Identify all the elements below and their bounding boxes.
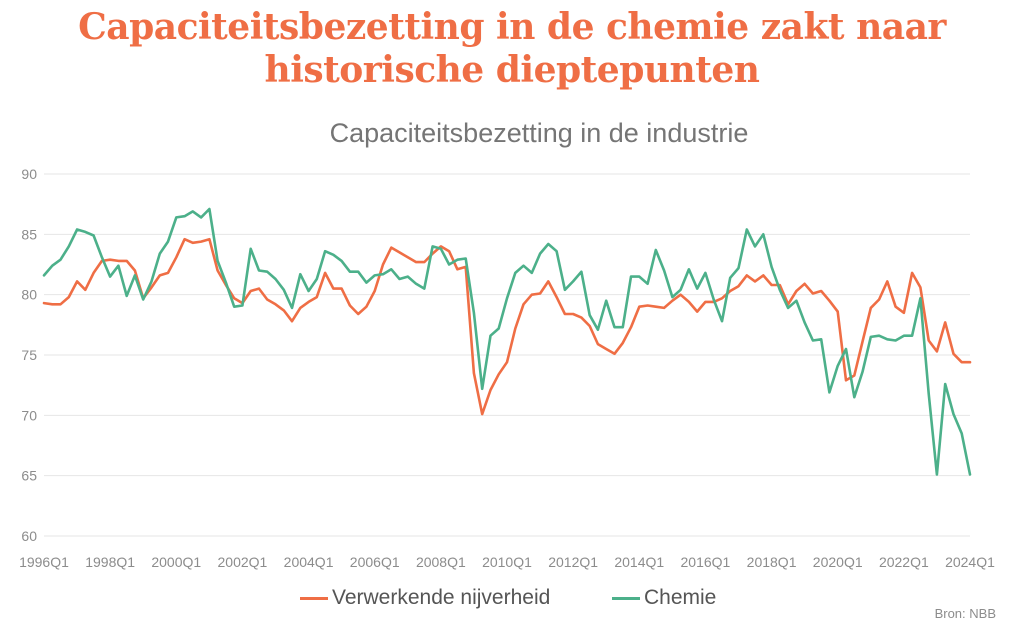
legend-swatch-verwerkende [300,596,328,600]
x-tick-label: 2018Q1 [747,554,797,570]
series-line-verwerkende [42,237,972,416]
y-axis-ticks: 60 65 70 75 80 85 90 [21,166,37,544]
y-tick-label: 85 [21,226,37,242]
x-tick-label: 2008Q1 [416,554,466,570]
legend-item-verwerkende: Verwerkende nijverheid [300,586,550,610]
chart-title: Capaciteitsbezetting in de industrie [329,118,749,148]
x-tick-label: 2000Q1 [151,554,201,570]
y-tick-label: 70 [21,407,37,423]
x-tick-label: 2004Q1 [284,554,334,570]
x-tick-label: 2024Q1 [945,554,995,570]
x-tick-label: 2002Q1 [218,554,268,570]
grid-lines [44,173,970,537]
legend-item-chemie: Chemie [612,586,716,610]
x-tick-label: 2016Q1 [681,554,731,570]
series-lines [42,207,972,476]
y-tick-label: 80 [21,287,37,303]
headline: Capaciteitsbezetting in de chemie zakt n… [78,6,946,91]
legend: Verwerkende nijverheid Chemie [0,586,1024,616]
legend-label-verwerkende: Verwerkende nijverheid [332,586,551,609]
series-line-chemie [42,207,972,476]
y-tick-label: 65 [21,468,37,484]
legend-swatch-chemie [612,596,640,600]
x-tick-label: 2022Q1 [879,554,929,570]
x-tick-label: 2012Q1 [548,554,598,570]
legend-label-chemie: Chemie [644,586,717,609]
y-tick-label: 90 [21,166,37,182]
x-tick-label: 2006Q1 [350,554,400,570]
x-tick-label: 2014Q1 [614,554,664,570]
y-tick-label: 60 [21,528,37,544]
x-tick-label: 2010Q1 [482,554,532,570]
y-tick-label: 75 [21,347,37,363]
x-tick-label: 1998Q1 [85,554,135,570]
x-tick-label: 2020Q1 [813,554,863,570]
x-tick-label: 1996Q1 [19,554,69,570]
source-note: Bron: NBB [934,606,996,621]
x-axis-ticks: 1996Q1 1998Q1 2000Q1 2002Q1 2004Q1 2006Q1 2008… [19,554,995,570]
